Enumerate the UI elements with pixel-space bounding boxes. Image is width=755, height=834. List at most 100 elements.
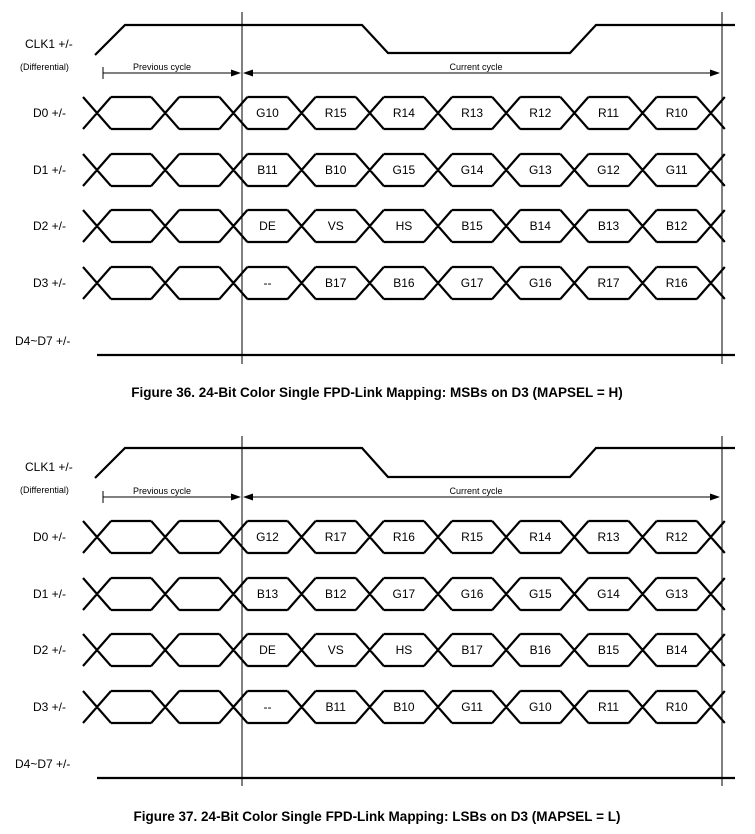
bit-label: -- (264, 276, 272, 290)
clock-waveform (94, 23, 735, 56)
idle-lane-label: D4~D7 +/- (15, 757, 70, 771)
clock-label: CLK1 +/- (25, 460, 73, 474)
data-lane: D3 +/- -- B11 B10 G11 G10 R11 R10 (33, 689, 726, 725)
bit-label: B14 (666, 643, 688, 657)
data-lane: D0 +/- G10 R15 R14 R13 R12 R11 R10 (33, 95, 726, 131)
bit-label: DE (259, 643, 276, 657)
bit-label: VS (328, 219, 344, 233)
data-lane: D2 +/- DE VS HS B17 B16 B15 B14 (33, 632, 726, 668)
clock-sublabel: (Differential) (20, 485, 69, 495)
bit-label: HS (396, 219, 413, 233)
bit-label: G12 (597, 163, 620, 177)
bit-label: R13 (461, 106, 483, 120)
current-cycle-indicator: Current cycle (243, 62, 720, 77)
lane-label: D1 +/- (33, 587, 66, 601)
bit-label: R12 (529, 106, 551, 120)
bit-label: B14 (530, 219, 552, 233)
clock-label: CLK1 +/- (25, 37, 73, 51)
current-cycle-label: Current cycle (449, 486, 502, 496)
lane-label: D2 +/- (33, 643, 66, 657)
bit-label: R10 (666, 700, 688, 714)
previous-cycle-indicator: Previous cycle (102, 62, 241, 79)
previous-cycle-indicator: Previous cycle (102, 486, 241, 503)
bit-label: R12 (666, 530, 688, 544)
bit-label: R13 (597, 530, 619, 544)
bit-label: G13 (665, 587, 688, 601)
bit-label: R11 (598, 106, 619, 120)
lane-waveform (82, 152, 726, 188)
bit-label: B10 (393, 700, 415, 714)
bit-label: R14 (393, 106, 415, 120)
lane-waveform (82, 265, 726, 301)
bit-label: G16 (529, 276, 552, 290)
lane-waveform (82, 208, 726, 244)
bit-label: G15 (393, 163, 416, 177)
bit-label: B10 (325, 163, 347, 177)
data-lane: D1 +/- B13 B12 G17 G16 G15 G14 G13 (33, 576, 726, 612)
bit-label: G10 (529, 700, 552, 714)
figure-37: CLK1 +/- (Differential) Previous cycle C… (15, 436, 735, 824)
data-lane: D3 +/- -- B17 B16 G17 G16 R17 R16 (33, 265, 726, 301)
lane-waveform (82, 576, 726, 612)
lane-label: D3 +/- (33, 700, 66, 714)
bit-label: G17 (461, 276, 484, 290)
previous-cycle-label: Previous cycle (133, 62, 191, 72)
bit-label: R10 (666, 106, 688, 120)
bit-label: -- (264, 700, 272, 714)
data-lanes: D0 +/- G10 R15 R14 R13 R12 R11 R10 D1 +/- B11 B10 G… (33, 95, 726, 301)
bit-label: B17 (461, 643, 483, 657)
bit-label: G10 (256, 106, 279, 120)
current-cycle-label: Current cycle (449, 62, 502, 72)
bit-label: G16 (461, 587, 484, 601)
data-lane: D1 +/- B11 B10 G15 G14 G13 G12 G11 (33, 152, 726, 188)
bit-label: B12 (325, 587, 347, 601)
bit-label: R16 (666, 276, 688, 290)
clock-sublabel: (Differential) (20, 62, 69, 72)
lane-label: D1 +/- (33, 163, 66, 177)
bit-label: R16 (393, 530, 415, 544)
bit-label: VS (328, 643, 344, 657)
bit-label: HS (396, 643, 413, 657)
figure-caption: Figure 37. 24-Bit Color Single FPD-Link … (134, 809, 621, 824)
bit-label: B15 (461, 219, 483, 233)
lane-waveform (82, 632, 726, 668)
bit-label: B16 (393, 276, 415, 290)
data-lane: D2 +/- DE VS HS B15 B14 B13 B12 (33, 208, 726, 244)
data-lane: D0 +/- G12 R17 R16 R15 R14 R13 R12 (33, 519, 726, 555)
bit-label: R17 (597, 276, 619, 290)
bit-label: B15 (598, 643, 620, 657)
bit-label: G14 (597, 587, 620, 601)
bit-label: R15 (325, 106, 347, 120)
bit-label: G11 (666, 163, 688, 177)
bit-label: DE (259, 219, 276, 233)
current-cycle-indicator: Current cycle (243, 486, 720, 501)
bit-label: R17 (325, 530, 347, 544)
lane-label: D0 +/- (33, 530, 66, 544)
data-lanes: D0 +/- G12 R17 R16 R15 R14 R13 R12 D1 +/- B13 B12 G… (33, 519, 726, 725)
previous-cycle-label: Previous cycle (133, 486, 191, 496)
bit-label: B13 (598, 219, 620, 233)
bit-label: B13 (257, 587, 279, 601)
bit-label: R14 (529, 530, 551, 544)
lane-label: D3 +/- (33, 276, 66, 290)
figure-36: CLK1 +/- (Differential) Previous cycle C… (15, 12, 735, 400)
lane-waveform (82, 689, 726, 725)
figure-caption: Figure 36. 24-Bit Color Single FPD-Link … (131, 385, 622, 400)
bit-label: R11 (598, 700, 619, 714)
bit-label: R15 (461, 530, 483, 544)
bit-label: G17 (393, 587, 416, 601)
lane-label: D0 +/- (33, 106, 66, 120)
lane-waveform (82, 519, 726, 555)
lane-waveform (82, 95, 726, 131)
bit-label: G13 (529, 163, 552, 177)
bit-label: B11 (325, 700, 346, 714)
bit-label: G14 (461, 163, 484, 177)
bit-label: B12 (666, 219, 688, 233)
bit-label: G12 (256, 530, 279, 544)
clock-waveform (94, 446, 735, 479)
bit-label: B16 (530, 643, 552, 657)
lane-label: D2 +/- (33, 219, 66, 233)
bit-label: G15 (529, 587, 552, 601)
bit-label: B17 (325, 276, 347, 290)
